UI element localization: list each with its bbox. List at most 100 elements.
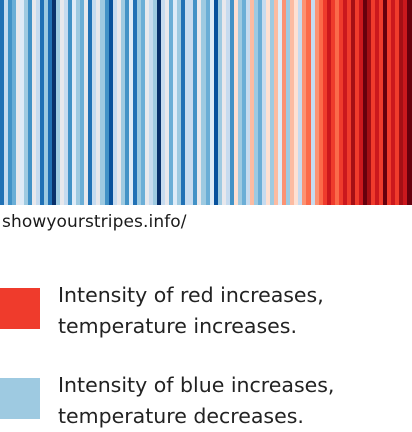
stripe-30 xyxy=(121,0,126,205)
stripe-1 xyxy=(4,0,9,205)
stripe-87 xyxy=(351,0,356,205)
stripe-40 xyxy=(161,0,166,205)
stripe-34 xyxy=(137,0,142,205)
stripe-82 xyxy=(331,0,336,205)
stripe-71 xyxy=(286,0,291,205)
stripe-89 xyxy=(359,0,364,205)
stripe-20 xyxy=(80,0,85,205)
stripe-99 xyxy=(399,0,404,205)
stripe-72 xyxy=(290,0,295,205)
stripe-38 xyxy=(153,0,158,205)
stripe-75 xyxy=(302,0,307,205)
stripe-69 xyxy=(278,0,283,205)
stripe-57 xyxy=(230,0,235,205)
stripe-2 xyxy=(8,0,13,205)
stripe-5 xyxy=(20,0,25,205)
stripe-80 xyxy=(323,0,328,205)
stripe-9 xyxy=(36,0,41,205)
stripe-68 xyxy=(274,0,279,205)
legend-cool-swatch xyxy=(0,378,40,419)
legend-warm-text: Intensity of red increases, temperature … xyxy=(58,280,324,342)
stripe-47 xyxy=(189,0,194,205)
stripe-64 xyxy=(258,0,263,205)
stripe-86 xyxy=(347,0,352,205)
stripe-67 xyxy=(270,0,275,205)
stripe-37 xyxy=(149,0,154,205)
stripe-50 xyxy=(201,0,207,205)
legend-cool-text: Intensity of blue increases, temperature… xyxy=(58,370,334,432)
stripe-36 xyxy=(145,0,150,205)
stripe-12 xyxy=(48,0,53,205)
stripe-0 xyxy=(0,0,5,205)
stripe-33 xyxy=(133,0,138,205)
stripe-100 xyxy=(403,0,408,205)
stripe-66 xyxy=(266,0,271,205)
stripe-24 xyxy=(96,0,101,205)
stripe-42 xyxy=(169,0,174,205)
stripe-60 xyxy=(242,0,247,205)
stripe-17 xyxy=(68,0,73,205)
stripe-41 xyxy=(165,0,170,205)
stripe-90 xyxy=(363,0,368,205)
stripe-19 xyxy=(76,0,81,205)
stripe-46 xyxy=(185,0,190,205)
stripe-77 xyxy=(311,0,316,205)
stripe-59 xyxy=(238,0,243,205)
stripe-58 xyxy=(234,0,239,205)
stripe-63 xyxy=(254,0,259,205)
stripe-45 xyxy=(181,0,186,205)
stripe-70 xyxy=(282,0,287,205)
stripe-79 xyxy=(319,0,324,205)
stripe-98 xyxy=(395,0,400,205)
stripe-53 xyxy=(214,0,219,205)
stripe-81 xyxy=(327,0,332,205)
stripe-14 xyxy=(56,0,61,205)
stripe-65 xyxy=(262,0,267,205)
source-label[interactable]: showyourstripes.info/ xyxy=(2,212,187,232)
stripe-62 xyxy=(250,0,255,205)
stripe-51 xyxy=(206,0,211,205)
stripe-49 xyxy=(197,0,202,205)
stripe-23 xyxy=(92,0,97,205)
legend-warm-line1: Intensity of red increases, xyxy=(58,283,324,307)
stripe-94 xyxy=(379,0,384,205)
legend-warm-swatch xyxy=(0,288,40,329)
stripe-101 xyxy=(407,0,412,205)
stripe-92 xyxy=(371,0,376,205)
stripe-21 xyxy=(84,0,89,205)
stripe-3 xyxy=(12,0,17,205)
stripe-61 xyxy=(246,0,251,205)
stripe-54 xyxy=(218,0,223,205)
stripe-7 xyxy=(28,0,33,205)
stripe-91 xyxy=(367,0,372,205)
stripe-73 xyxy=(294,0,299,205)
stripe-85 xyxy=(343,0,348,205)
stripe-96 xyxy=(387,0,392,205)
legend-warm-line2: temperature increases. xyxy=(58,314,297,338)
stripe-74 xyxy=(298,0,303,205)
stripe-88 xyxy=(355,0,360,205)
stripe-6 xyxy=(24,0,29,205)
stripe-95 xyxy=(383,0,388,205)
stripe-26 xyxy=(105,0,110,205)
stripe-11 xyxy=(44,0,49,205)
stripe-35 xyxy=(141,0,146,205)
legend-cool-line1: Intensity of blue increases, xyxy=(58,373,335,397)
stripe-97 xyxy=(391,0,396,205)
stripe-52 xyxy=(210,0,215,205)
stripe-16 xyxy=(64,0,69,205)
stripe-27 xyxy=(109,0,114,205)
stripe-84 xyxy=(339,0,344,205)
stripe-78 xyxy=(315,0,320,205)
stripe-8 xyxy=(32,0,37,205)
stripe-18 xyxy=(72,0,77,205)
stripe-83 xyxy=(335,0,340,205)
stripe-44 xyxy=(177,0,182,205)
stripe-22 xyxy=(88,0,93,205)
stripe-39 xyxy=(157,0,162,205)
stripe-31 xyxy=(125,0,130,205)
stripe-13 xyxy=(52,0,57,205)
stripe-32 xyxy=(129,0,134,205)
legend-cool-line2: temperature decreases. xyxy=(58,404,304,428)
stripe-48 xyxy=(193,0,198,205)
